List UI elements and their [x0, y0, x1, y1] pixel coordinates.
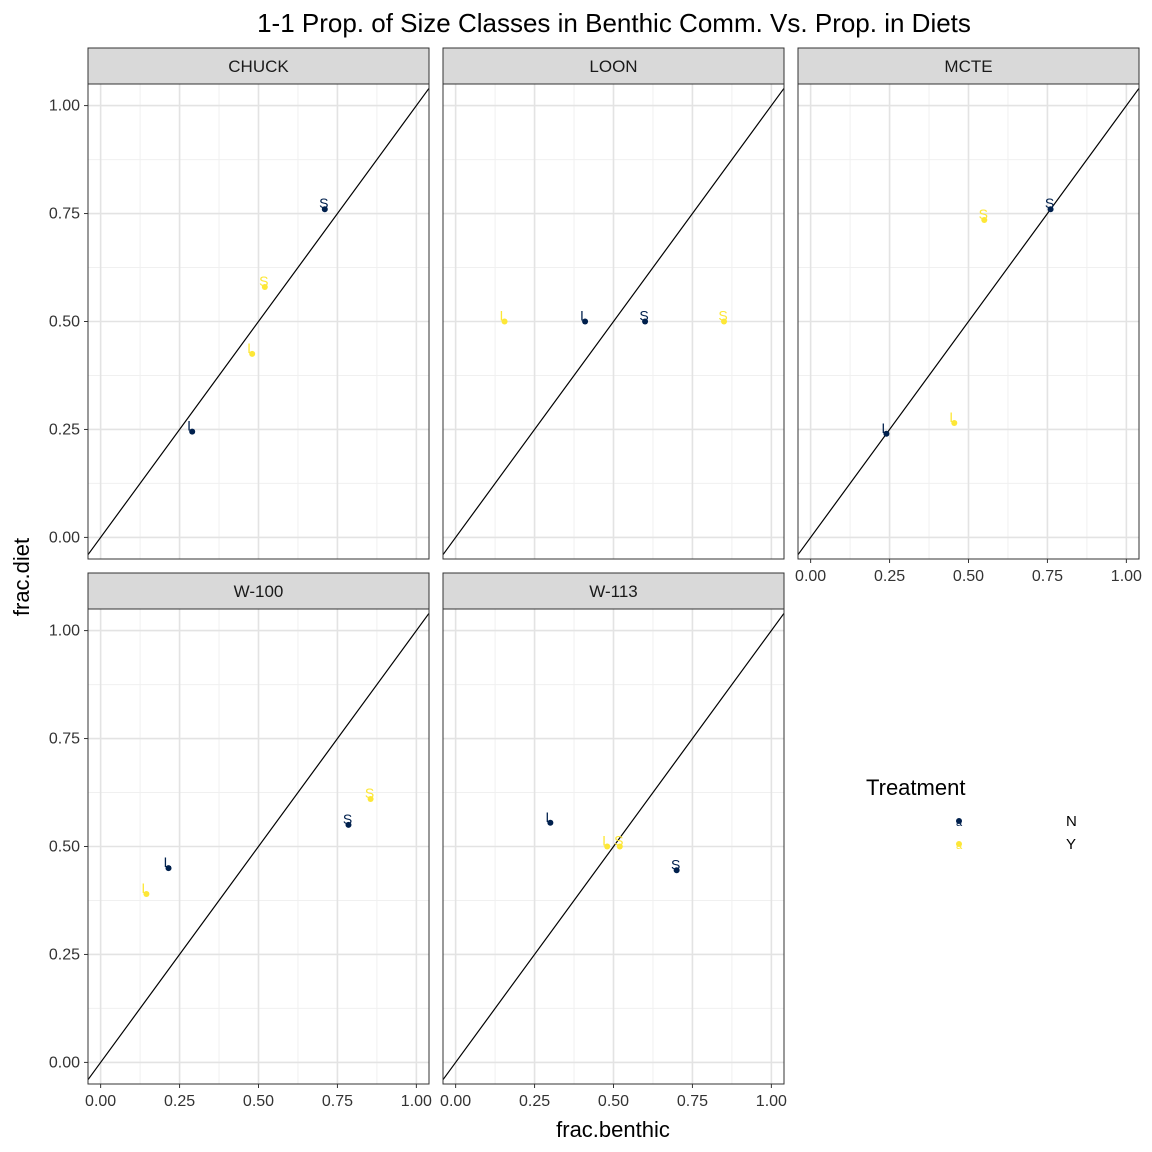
x-tick-label: 0.25: [164, 1093, 195, 1110]
legend-label: Y: [1066, 836, 1076, 853]
x-tick-label: 0.25: [519, 1093, 550, 1110]
data-point: [321, 206, 328, 213]
panel-border: [442, 83, 785, 560]
x-tick-label: 0.75: [677, 1093, 708, 1110]
data-point-label: L: [882, 420, 890, 436]
data-point-label: S: [614, 833, 623, 849]
data-point-label: L: [602, 833, 610, 849]
data-point-label: S: [259, 273, 268, 289]
x-tick-label: 1.00: [756, 1093, 787, 1110]
data-point-label: S: [365, 785, 374, 801]
panel-strip: [87, 572, 430, 610]
data-point-label: S: [1045, 195, 1054, 211]
data-point: [261, 283, 268, 290]
y-axis-title: frac.diet: [9, 538, 34, 616]
x-tick-label: 0.50: [953, 568, 984, 585]
y-tick-label: 0.75: [49, 731, 80, 748]
x-tick-label: 0.50: [598, 1093, 629, 1110]
data-point: [951, 419, 958, 426]
panel-strip-label: W-113: [589, 582, 638, 601]
data-point: [604, 843, 611, 850]
y-tick-label: 0.50: [49, 314, 80, 331]
data-point: [981, 217, 988, 224]
data-point-label: L: [580, 308, 588, 324]
panel-strip-label: MCTE: [944, 57, 992, 76]
data-point: [143, 891, 150, 897]
x-tick-label: 0.75: [1032, 568, 1063, 585]
legend-title: Treatment: [866, 775, 965, 800]
x-tick-label: 0.75: [322, 1093, 353, 1110]
data-point-label: S: [979, 206, 988, 222]
data-point-label: L: [500, 308, 508, 324]
y-tick-label: 0.50: [49, 839, 80, 856]
data-point: [1047, 206, 1054, 213]
data-point: [883, 430, 890, 437]
panel-strip-label: CHUCK: [228, 57, 289, 76]
data-point: [582, 318, 589, 325]
data-point-label: S: [671, 856, 680, 872]
data-point: [367, 796, 374, 802]
one-to-one-line: [797, 87, 1140, 556]
panel-chuck: CHUCK 0.00 0.25 0.50 0.75 1.00 L S L S: [49, 47, 430, 560]
one-to-one-line: [442, 612, 785, 1081]
x-tick-label: 0.50: [243, 1093, 274, 1110]
data-point: [501, 318, 508, 325]
panel-strip: [87, 47, 430, 85]
panel-loon: LOON L S L S: [442, 47, 785, 560]
legend-label: N: [1066, 813, 1077, 830]
data-point-label: L: [949, 409, 957, 425]
x-tick-label: 0.00: [440, 1093, 471, 1110]
y-tick-label: 0.75: [49, 206, 80, 223]
y-tick-label: 0.25: [49, 946, 80, 963]
x-axis-title: frac.benthic: [556, 1117, 670, 1142]
y-tick-label: 1.00: [49, 98, 80, 115]
data-point-label: L: [142, 880, 150, 896]
data-point-label: S: [319, 195, 328, 211]
panel-strip: [442, 47, 785, 85]
data-point-label: S: [639, 308, 648, 324]
data-point: [547, 819, 554, 826]
panel-w-100: W-100 0.00 0.25 0.50 0.75 1.00 0.00 0.25 0.50 0.7…: [49, 572, 432, 1110]
data-point: [642, 318, 649, 325]
data-point: [189, 428, 196, 435]
y-tick-label: 0.25: [49, 421, 80, 438]
data-point-label: S: [718, 308, 727, 324]
y-tick-label: 0.00: [49, 1054, 80, 1071]
data-point-label: L: [545, 809, 553, 825]
panel-strip-label: W-100: [234, 582, 284, 601]
x-tick-label: 1.00: [401, 1093, 432, 1110]
legend-key-point: [956, 818, 962, 824]
data-point-label: L: [164, 854, 172, 870]
legend: Treatment a Na Y: [866, 775, 1077, 853]
legend-key-glyph: a: [956, 817, 963, 829]
panel-strip-label: LOON: [589, 57, 637, 76]
data-point: [616, 843, 623, 850]
x-tick-label: 0.25: [874, 568, 905, 585]
data-point: [721, 318, 728, 325]
data-point: [249, 350, 256, 357]
legend-key-glyph: a: [956, 840, 963, 852]
panel-strip: [797, 47, 1140, 85]
x-tick-label: 0.00: [795, 568, 826, 585]
one-to-one-line: [442, 87, 785, 556]
x-tick-label: 0.00: [85, 1093, 116, 1110]
data-point: [165, 865, 172, 872]
data-point: [345, 821, 352, 828]
data-point-label: L: [187, 418, 195, 434]
data-point-label: L: [247, 340, 255, 356]
panel-mcte: MCTE 0.00 0.25 0.50 0.75 1.00 L S L S: [795, 47, 1142, 585]
chart-title: 1-1 Prop. of Size Classes in Benthic Com…: [257, 8, 971, 38]
legend-key-point: [956, 841, 962, 847]
x-tick-label: 1.00: [1111, 568, 1142, 585]
y-tick-label: 1.00: [49, 623, 80, 640]
data-point-label: S: [343, 811, 352, 827]
y-tick-label: 0.00: [49, 529, 80, 546]
data-point: [673, 867, 680, 874]
one-to-one-line: [87, 612, 430, 1081]
one-to-one-line: [87, 87, 430, 556]
